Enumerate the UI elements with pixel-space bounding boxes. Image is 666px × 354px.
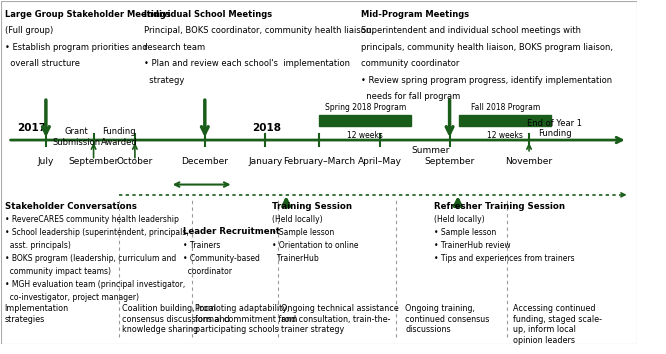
Text: (Held locally): (Held locally) <box>272 215 322 224</box>
Text: • Plan and review each school's  implementation: • Plan and review each school's implemen… <box>145 59 350 68</box>
Text: • BOKS program (leadership, curriculum and: • BOKS program (leadership, curriculum a… <box>5 255 176 263</box>
Text: • Trainers: • Trainers <box>182 241 220 250</box>
Text: community impact teams): community impact teams) <box>5 267 111 276</box>
Text: research team: research team <box>145 43 206 52</box>
Text: 2017: 2017 <box>17 123 47 133</box>
Text: • Community-based: • Community-based <box>182 254 260 263</box>
Text: 12 weeks: 12 weeks <box>348 131 384 141</box>
Text: November: November <box>505 157 553 166</box>
Text: (Full group): (Full group) <box>5 27 53 35</box>
Text: Funding
Awarded: Funding Awarded <box>101 127 137 147</box>
Text: Fall 2018 Program: Fall 2018 Program <box>471 103 540 112</box>
Text: January: January <box>248 157 282 166</box>
Text: September: September <box>424 157 475 166</box>
Text: Summer: Summer <box>412 146 450 155</box>
Text: Refresher Training Session: Refresher Training Session <box>434 202 565 211</box>
Text: Ongoing training,
continued consensus
discussions: Ongoing training, continued consensus di… <box>405 304 490 334</box>
Text: Stakeholder Conversations: Stakeholder Conversations <box>5 202 137 211</box>
Text: 2018: 2018 <box>252 123 282 133</box>
Text: needs for fall program: needs for fall program <box>360 92 460 101</box>
Text: • School leadership (superintendent, principals,: • School leadership (superintendent, pri… <box>5 228 188 238</box>
Text: December: December <box>181 157 228 166</box>
Text: • Sample lesson: • Sample lesson <box>272 228 334 237</box>
Text: • MGH evaluation team (principal investigator,: • MGH evaluation team (principal investi… <box>5 280 185 290</box>
Text: Grant
Submission: Grant Submission <box>53 127 101 147</box>
Text: • Review spring program progress, identify implementation: • Review spring program progress, identi… <box>360 76 611 85</box>
Text: 12 weeks: 12 weeks <box>488 131 523 141</box>
Text: • RevereCARES community health leadership: • RevereCARES community health leadershi… <box>5 215 178 224</box>
Text: Promoting adaptability,
formal commitment from
participating schools: Promoting adaptability, formal commitmen… <box>195 304 298 334</box>
Text: Leader Recruitment: Leader Recruitment <box>182 227 280 236</box>
Text: asst. principals): asst. principals) <box>5 241 71 250</box>
Text: Coalition building, local
consensus discussions and
knowledge sharing: Coalition building, local consensus disc… <box>122 304 230 334</box>
Text: TrainerHub: TrainerHub <box>272 254 318 263</box>
Text: Principal, BOKS coordinator, community health liaison,: Principal, BOKS coordinator, community h… <box>145 27 374 35</box>
Text: Superintendent and individual school meetings with: Superintendent and individual school mee… <box>360 27 581 35</box>
Text: overall structure: overall structure <box>5 59 79 68</box>
Text: Implementation
strategies: Implementation strategies <box>5 304 69 324</box>
Text: • Tips and experiences from trainers: • Tips and experiences from trainers <box>434 254 574 263</box>
Text: coordinator: coordinator <box>182 267 232 276</box>
Text: October: October <box>117 157 153 166</box>
Text: End of Year 1
Funding: End of Year 1 Funding <box>527 119 582 138</box>
Text: co-investigator, project manager): co-investigator, project manager) <box>5 293 139 302</box>
Text: Ongoing technical assistance
and consultation, train-the-
trainer strategy: Ongoing technical assistance and consult… <box>281 304 399 334</box>
Text: Training Session: Training Session <box>272 202 352 211</box>
Text: July: July <box>38 157 54 166</box>
Text: September: September <box>69 157 119 166</box>
Text: Accessing continued
funding, staged scale-
up, inform local
opinion leaders: Accessing continued funding, staged scal… <box>513 304 602 344</box>
Text: principals, community health liaison, BOKS program liaison,: principals, community health liaison, BO… <box>360 43 613 52</box>
Text: strategy: strategy <box>145 76 184 85</box>
Text: • Sample lesson: • Sample lesson <box>434 228 496 237</box>
Text: community coordinator: community coordinator <box>360 59 459 68</box>
Text: Individual School Meetings: Individual School Meetings <box>145 10 272 19</box>
Text: • TrainerHub review: • TrainerHub review <box>434 241 510 250</box>
Text: April–May: April–May <box>358 157 402 166</box>
Text: Spring 2018 Program: Spring 2018 Program <box>325 103 406 112</box>
Text: Mid-Program Meetings: Mid-Program Meetings <box>360 10 469 19</box>
Text: February–March: February–March <box>283 157 356 166</box>
Text: • Establish program priorities and: • Establish program priorities and <box>5 43 147 52</box>
Text: Large Group Stakeholder Meetings: Large Group Stakeholder Meetings <box>5 10 170 19</box>
Bar <box>459 115 551 126</box>
Bar <box>319 115 412 126</box>
Text: (Held locally): (Held locally) <box>434 215 484 224</box>
Text: • Orientation to online: • Orientation to online <box>272 241 358 250</box>
